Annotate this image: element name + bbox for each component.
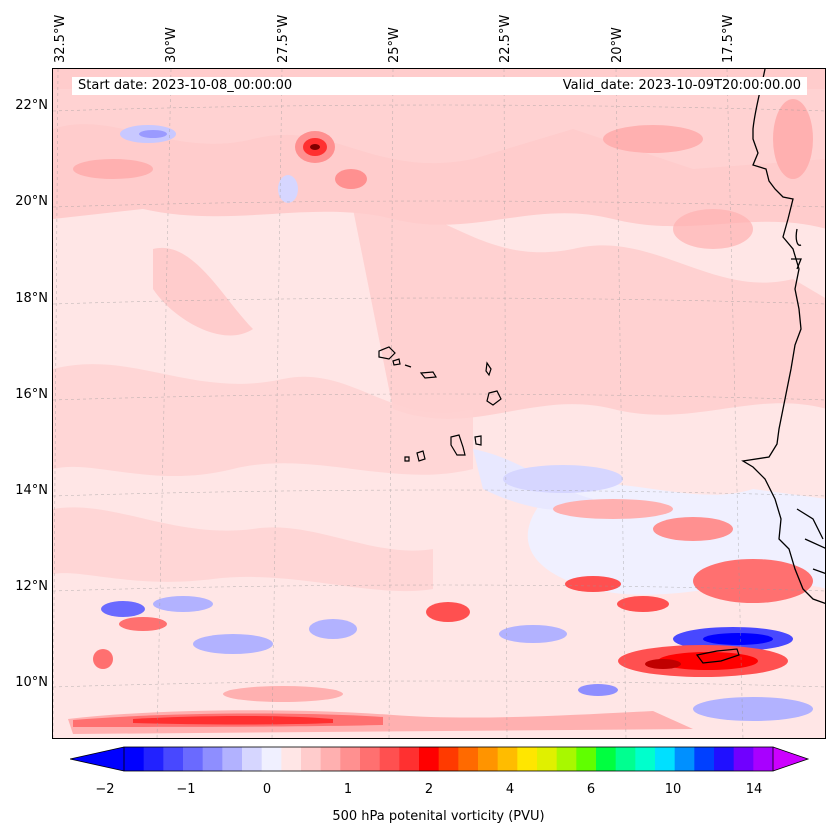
colorbar-cell [143, 747, 164, 771]
lon-label: 22.5°W [498, 14, 513, 63]
colorbar-cell [497, 747, 518, 771]
pv-features [73, 99, 813, 721]
colorbar-tick: 2 [424, 782, 434, 797]
colorbar-cell [458, 747, 479, 771]
colorbar-cell [301, 747, 322, 771]
colorbar-cell [674, 747, 695, 771]
start-date-label: Start date: 2023-10-08_00:00:00 [78, 78, 293, 93]
colorbar-cell [537, 747, 558, 771]
colorbar-cell [360, 747, 381, 771]
colorbar-cell [438, 747, 459, 771]
colorbar-tick: −1 [176, 782, 196, 797]
pv-southern-band [68, 710, 693, 734]
colorbar-cell [399, 747, 420, 771]
colorbar-cell [183, 747, 204, 771]
colorbar-cell [753, 747, 774, 771]
date-info-bar: Start date: 2023-10-08_00:00:00 Valid_da… [72, 77, 807, 95]
lon-label: 17.5°W [721, 14, 736, 63]
lat-label: 14°N [15, 483, 48, 498]
colorbar-cell [163, 747, 184, 771]
colorbar-cell [635, 747, 656, 771]
colorbar-cell [596, 747, 617, 771]
colorbar-cell [478, 747, 499, 771]
colorbar-tick: 0 [262, 782, 272, 797]
graticule [53, 69, 825, 738]
coastline [741, 69, 825, 604]
lat-label: 18°N [15, 291, 48, 306]
lat-label: 10°N [15, 675, 48, 690]
colorbar-tick: −2 [95, 782, 115, 797]
colorbar-cell [714, 747, 735, 771]
vorticity-field [53, 69, 825, 738]
colorbar-extend-high [773, 747, 808, 771]
colorbar-label: 500 hPa potenital vorticity (PVU) [332, 809, 545, 824]
colorbar-cell [733, 747, 754, 771]
colorbar-cells [124, 747, 774, 771]
colorbar-cell [320, 747, 341, 771]
lon-label: 30°W [164, 27, 179, 63]
colorbar-cell [340, 747, 361, 771]
cape-verde-islands [378, 346, 740, 664]
pv-contours [53, 69, 825, 595]
colorbar-extend-low [70, 747, 124, 771]
colorbar-tick: 6 [586, 782, 596, 797]
colorbar-outline-low [70, 746, 125, 772]
colorbar-cell [379, 747, 400, 771]
map-panel [52, 68, 826, 739]
colorbar-cell [615, 747, 636, 771]
colorbar-cell [694, 747, 715, 771]
colorbar-cell [242, 747, 263, 771]
lon-label: 20°W [610, 27, 625, 63]
lat-label: 22°N [15, 98, 48, 113]
colorbar-cell [281, 747, 302, 771]
lat-label: 16°N [15, 387, 48, 402]
colorbar-tick: 14 [745, 782, 763, 797]
colorbar-cell [517, 747, 538, 771]
colorbar-cell [419, 747, 440, 771]
colorbar-tick: 1 [343, 782, 353, 797]
lon-label: 32.5°W [53, 14, 68, 63]
lon-label: 27.5°W [276, 14, 291, 63]
lat-label: 20°N [15, 194, 48, 209]
colorbar-cell [655, 747, 676, 771]
lon-label: 25°W [387, 27, 402, 63]
lat-label: 12°N [15, 579, 48, 594]
colorbar-tick: 4 [505, 782, 515, 797]
colorbar-cell [261, 747, 282, 771]
colorbar-tick: 10 [664, 782, 682, 797]
colorbar-cell [124, 747, 145, 771]
colorbar-cell [556, 747, 577, 771]
colorbar-cell [202, 747, 223, 771]
colorbar [70, 746, 810, 772]
colorbar-cell [222, 747, 243, 771]
colorbar-cell [576, 747, 597, 771]
colorbar-outline [123, 746, 774, 772]
colorbar-outline-high [772, 746, 810, 772]
valid-date-label: Valid_date: 2023-10-09T20:00:00.00 [562, 78, 801, 93]
